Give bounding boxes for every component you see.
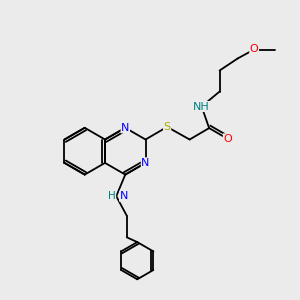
Text: O: O: [224, 134, 232, 144]
Text: NH: NH: [193, 101, 210, 112]
Text: N: N: [120, 191, 128, 201]
Text: N: N: [121, 123, 130, 133]
Text: H: H: [108, 191, 116, 201]
Text: O: O: [250, 44, 259, 55]
Text: N: N: [141, 158, 150, 168]
Text: S: S: [164, 122, 171, 132]
